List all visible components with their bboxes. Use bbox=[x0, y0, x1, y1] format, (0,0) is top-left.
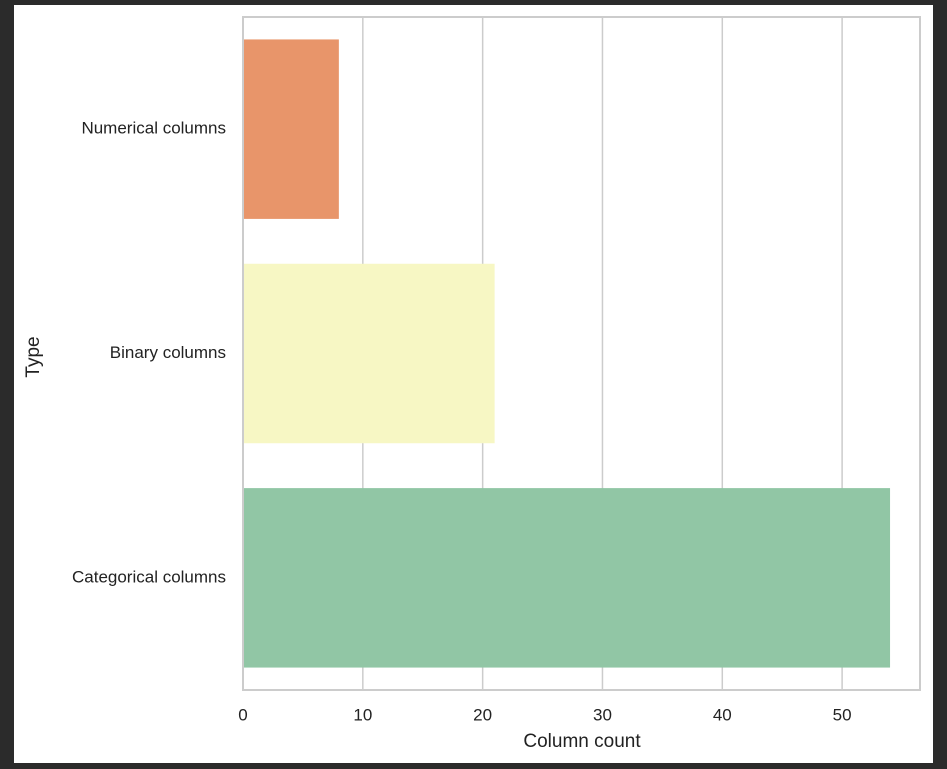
bar bbox=[243, 488, 891, 668]
y-tick-label: Numerical columns bbox=[81, 119, 226, 138]
y-axis-label: Type bbox=[23, 336, 44, 377]
x-tick-label: 50 bbox=[833, 705, 852, 724]
y-tick-label: Categorical columns bbox=[72, 567, 226, 586]
x-tick-label: 40 bbox=[713, 705, 732, 724]
y-tick-label: Binary columns bbox=[110, 343, 226, 362]
bar bbox=[243, 39, 339, 219]
bar bbox=[243, 263, 495, 444]
x-tick-label: 0 bbox=[238, 705, 247, 724]
x-axis-label: Column count bbox=[523, 731, 641, 752]
x-tick-label: 30 bbox=[593, 705, 612, 724]
x-tick-label: 20 bbox=[473, 705, 492, 724]
x-tick-label: 10 bbox=[353, 705, 372, 724]
plot-frame bbox=[242, 16, 921, 691]
